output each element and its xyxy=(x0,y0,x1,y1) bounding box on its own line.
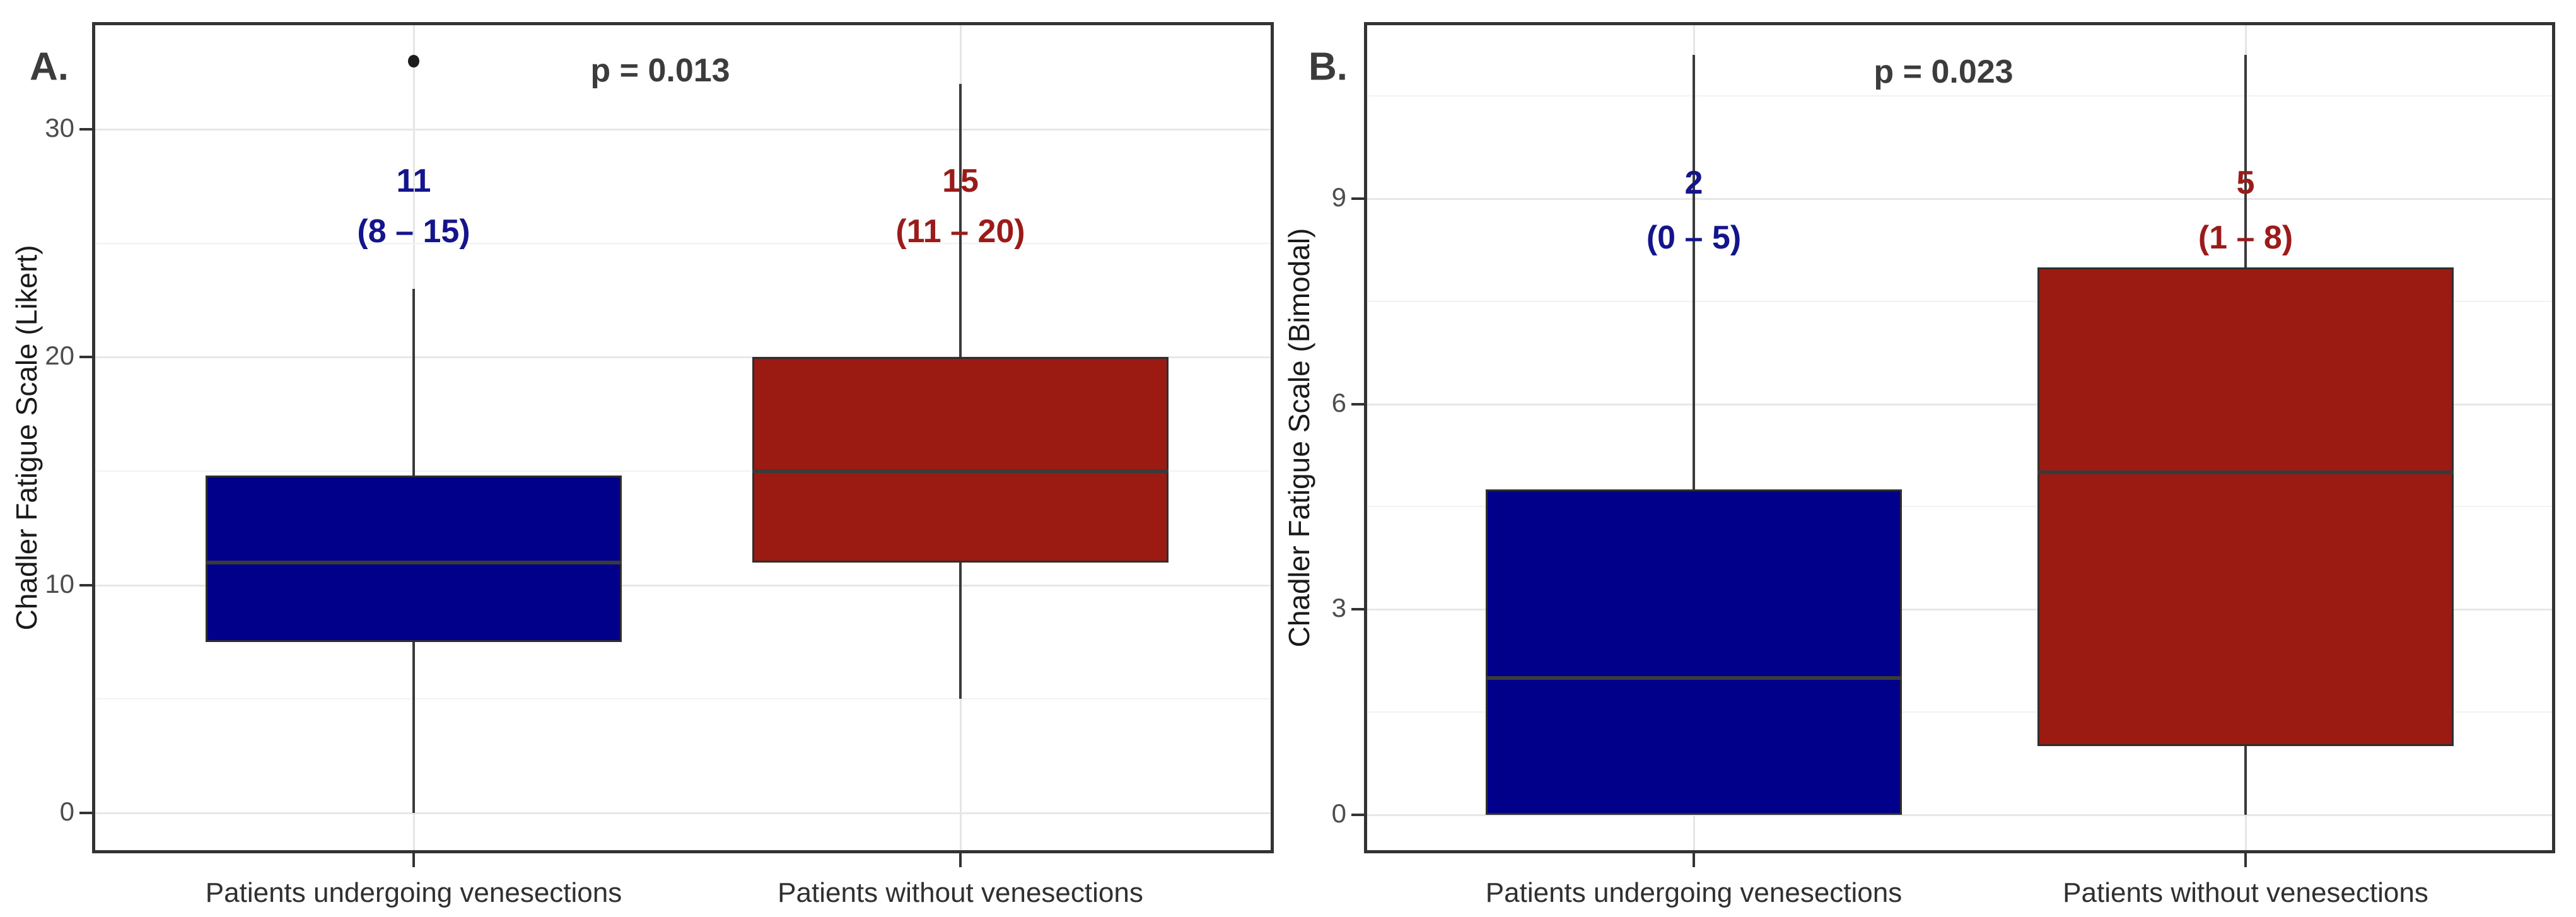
minor-gridline xyxy=(1364,506,2555,507)
major-gridline xyxy=(1364,198,2555,200)
median-line xyxy=(206,560,622,564)
minor-gridline xyxy=(92,698,1274,699)
upper-whisker xyxy=(2244,54,2247,267)
y-tick xyxy=(79,812,92,814)
lower-whisker xyxy=(959,562,962,699)
p-value-a: p = 0.013 xyxy=(590,52,730,89)
panel-label-b: B. xyxy=(1308,45,1348,89)
box-blue-group xyxy=(206,476,622,642)
minor-gridline xyxy=(92,470,1274,472)
median-line xyxy=(2037,470,2454,475)
iqr-annotation: (0 – 5) xyxy=(1646,219,1742,256)
major-gridline xyxy=(1364,814,2555,816)
median-annotation: 5 xyxy=(2236,165,2255,201)
box-red-group xyxy=(752,357,1169,563)
box-blue-group xyxy=(1486,489,1902,815)
major-gridline xyxy=(92,585,1274,587)
major-gridline xyxy=(92,812,1274,814)
x-tick xyxy=(412,853,415,867)
y-tick-label: 0 xyxy=(59,797,74,827)
iqr-annotation: (11 – 20) xyxy=(895,213,1025,250)
lower-whisker xyxy=(412,642,415,813)
major-gridline xyxy=(92,129,1274,131)
minor-gridline xyxy=(1364,711,2555,713)
y-tick-label: 0 xyxy=(1331,798,1346,829)
y-tick xyxy=(1351,608,1364,610)
panel-border-a xyxy=(92,22,1274,853)
y-tick-label: 6 xyxy=(1331,388,1346,418)
upper-whisker xyxy=(412,289,415,476)
iqr-annotation: (1 – 8) xyxy=(2198,219,2293,256)
panel-border-b xyxy=(1364,22,2555,853)
y-tick-label: 20 xyxy=(45,341,74,371)
y-tick-label: 9 xyxy=(1331,182,1346,213)
median-line xyxy=(752,469,1169,474)
box-red-group xyxy=(2037,267,2454,747)
x-category-label: Patients undergoing venesections xyxy=(205,877,622,908)
median-annotation: 2 xyxy=(1684,165,1703,201)
outlier-point xyxy=(408,54,419,67)
y-tick xyxy=(1351,403,1364,406)
y-tick xyxy=(1351,197,1364,200)
minor-gridline xyxy=(1364,95,2555,96)
major-gridline xyxy=(92,356,1274,358)
panel-label-a: A. xyxy=(30,45,69,89)
upper-whisker xyxy=(1693,54,1695,490)
y-tick-label: 10 xyxy=(45,569,74,599)
y-tick-label: 30 xyxy=(45,113,74,143)
lower-whisker xyxy=(2244,746,2247,815)
x-tick xyxy=(2244,853,2247,867)
y-tick xyxy=(1351,814,1364,816)
y-tick xyxy=(79,584,92,587)
minor-gridline xyxy=(1364,301,2555,302)
upper-whisker xyxy=(959,83,962,358)
y-axis-title-a: Chadler Fatigue Scale (Likert) xyxy=(10,245,43,631)
iqr-annotation: (8 – 15) xyxy=(357,213,470,250)
x-tick xyxy=(959,853,962,867)
y-tick xyxy=(79,356,92,358)
major-gridline xyxy=(1364,609,2555,610)
median-line xyxy=(1486,675,1902,680)
major-gridline xyxy=(1364,404,2555,406)
y-tick-label: 3 xyxy=(1331,593,1346,623)
median-annotation: 15 xyxy=(942,163,979,199)
x-tick xyxy=(1693,853,1695,867)
y-axis-title-b: Chadler Fatigue Scale (Bimodal) xyxy=(1283,228,1315,648)
x-category-label: Patients without venesections xyxy=(778,877,1143,908)
minor-gridline xyxy=(92,243,1274,244)
x-category-label: Patients undergoing venesections xyxy=(1485,877,1903,908)
x-category-label: Patients without venesections xyxy=(2063,877,2428,908)
p-value-b: p = 0.023 xyxy=(1874,54,2014,90)
median-annotation: 11 xyxy=(396,163,431,199)
y-tick xyxy=(79,128,92,131)
